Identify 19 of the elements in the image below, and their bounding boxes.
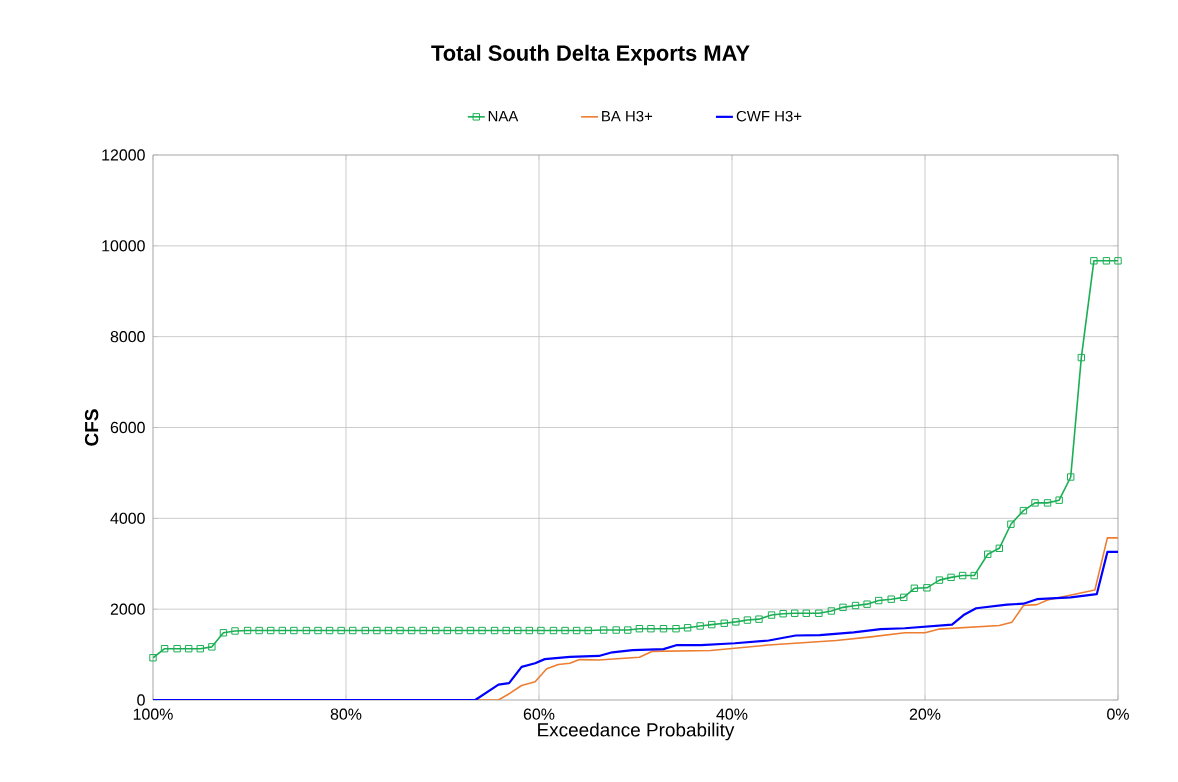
- y-tick-label: 10000: [102, 240, 145, 252]
- legend-label: NAA: [488, 110, 519, 122]
- x-tick-label: 80%: [330, 708, 362, 720]
- y-tick-label: 4000: [110, 512, 145, 524]
- x-tick-label: 40%: [716, 708, 748, 720]
- x-tick-label: 0%: [1107, 708, 1129, 720]
- x-tick-label: 60%: [523, 708, 555, 720]
- y-tick-label: 8000: [110, 331, 145, 343]
- y-axis-title: CFS: [84, 409, 99, 446]
- legend-label: BA H3+: [602, 110, 653, 122]
- legend-label: CWF H3+: [736, 110, 802, 122]
- x-tick-label: 100%: [133, 708, 173, 720]
- y-tick-label: 0: [137, 694, 145, 706]
- chart-title: Total South Delta Exports MAY: [431, 44, 750, 66]
- y-tick-label: 6000: [110, 421, 145, 434]
- x-axis-title: Exceedance Probability: [538, 722, 735, 741]
- x-tick-label: 20%: [909, 708, 941, 720]
- y-tick-label: 2000: [110, 603, 145, 615]
- y-tick-label: 12000: [102, 149, 145, 161]
